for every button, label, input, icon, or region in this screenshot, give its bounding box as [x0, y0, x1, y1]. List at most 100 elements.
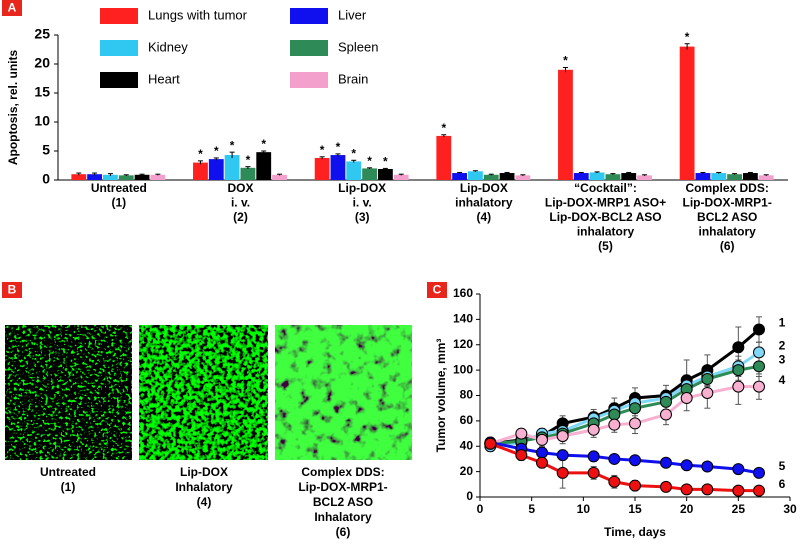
legend-label: Lungs with tumor [148, 7, 248, 22]
x-tick-label: Lip-DOX-MRP1- [683, 196, 772, 210]
y-tick-label: 5 [42, 142, 50, 158]
y-tick-label: 140 [453, 312, 473, 326]
x-tick-label: 30 [783, 502, 797, 516]
significance-marker: * [246, 153, 251, 167]
point [660, 456, 672, 469]
point [680, 483, 693, 496]
point [608, 452, 621, 465]
y-tick-label: 20 [34, 55, 50, 71]
micrograph-texture [139, 325, 268, 460]
point [536, 456, 548, 469]
bar [393, 174, 409, 180]
bar [679, 46, 695, 180]
x-tick-label: Complex DDS: [685, 181, 768, 195]
y-tick-label: 0 [466, 489, 473, 503]
point [484, 437, 497, 450]
point [608, 418, 621, 431]
image-caption: Complex DDS: [301, 465, 384, 479]
point [732, 364, 745, 377]
x-tick-label: 20 [680, 502, 694, 516]
point [680, 392, 693, 405]
image-caption: BCL2 ASO [313, 495, 373, 509]
bar [150, 174, 166, 180]
significance-marker: * [367, 154, 372, 168]
x-tick-label: 25 [732, 502, 746, 516]
point [753, 346, 765, 359]
image-caption: Lip-DOX [180, 465, 228, 479]
y-tick-label: 10 [34, 113, 50, 129]
bar [695, 173, 711, 180]
image-caption: (4) [197, 495, 212, 509]
significance-marker: * [230, 138, 235, 152]
bar [362, 168, 377, 180]
legend-label: Spleen [338, 39, 378, 54]
bar [330, 155, 346, 180]
bar [134, 174, 150, 180]
x-tick-label: Untreated [91, 181, 147, 195]
y-tick-label: 15 [34, 84, 50, 100]
point [608, 408, 621, 421]
point [536, 433, 548, 446]
y-tick-label: 160 [453, 286, 473, 300]
legend-label: Brain [338, 71, 368, 86]
point [732, 341, 745, 354]
point [660, 408, 672, 421]
point [608, 475, 621, 488]
y-tick-label: 25 [34, 26, 50, 42]
x-tick-label: Lip-DOX [338, 181, 386, 195]
bar [118, 175, 134, 180]
panel-label: A [8, 1, 17, 15]
micrograph-texture [5, 325, 132, 460]
significance-marker: * [685, 30, 690, 44]
x-tick-label: i. v. [231, 196, 250, 210]
bar [468, 171, 483, 180]
panel-label-box [2, 282, 22, 298]
x-tick-label: 5 [528, 502, 535, 516]
bar [208, 159, 224, 180]
series-line [489, 385, 759, 446]
point [660, 480, 672, 493]
y-tick-label: 100 [453, 362, 473, 376]
point [680, 459, 693, 472]
y-tick-label: 80 [460, 388, 474, 402]
point [732, 380, 745, 393]
significance-marker: * [383, 155, 388, 169]
x-tick-label: DOX [227, 181, 253, 195]
bar [452, 173, 468, 180]
point [753, 380, 765, 393]
point [515, 449, 528, 462]
panel-label-box [2, 0, 22, 16]
point [556, 430, 569, 443]
legend-label: Heart [148, 71, 180, 86]
point [629, 402, 641, 415]
legend-swatch [100, 8, 138, 24]
significance-marker: * [351, 146, 356, 160]
x-tick-label: 0 [477, 502, 484, 516]
legend-label: Kidney [148, 39, 188, 54]
x-tick-label: (2) [233, 210, 248, 224]
significance-marker: * [563, 54, 568, 68]
x-tick-label: (6) [720, 239, 735, 253]
bar [346, 161, 362, 180]
point [701, 373, 714, 386]
x-tick-label: inhalatory [455, 196, 513, 210]
bar [71, 174, 87, 180]
bar [87, 174, 103, 180]
image-caption: (1) [61, 480, 76, 494]
bar [621, 173, 637, 180]
x-tick-label: (4) [476, 210, 491, 224]
point [515, 427, 528, 440]
y-tick-label: 20 [460, 464, 474, 478]
point [556, 449, 569, 462]
x-tick-label: Lip-DOX-BCL2 ASO [549, 210, 661, 224]
point [556, 466, 569, 479]
bar [573, 173, 589, 180]
significance-marker: * [198, 147, 203, 161]
point [732, 484, 745, 497]
panel-label: B [8, 283, 17, 297]
x-tick-label: “Cocktail”: [574, 181, 637, 195]
bar [436, 135, 452, 180]
x-tick-label: i. v. [353, 196, 372, 210]
y-axis-title: Apoptosis, rel. units [6, 50, 20, 166]
point [701, 460, 714, 473]
